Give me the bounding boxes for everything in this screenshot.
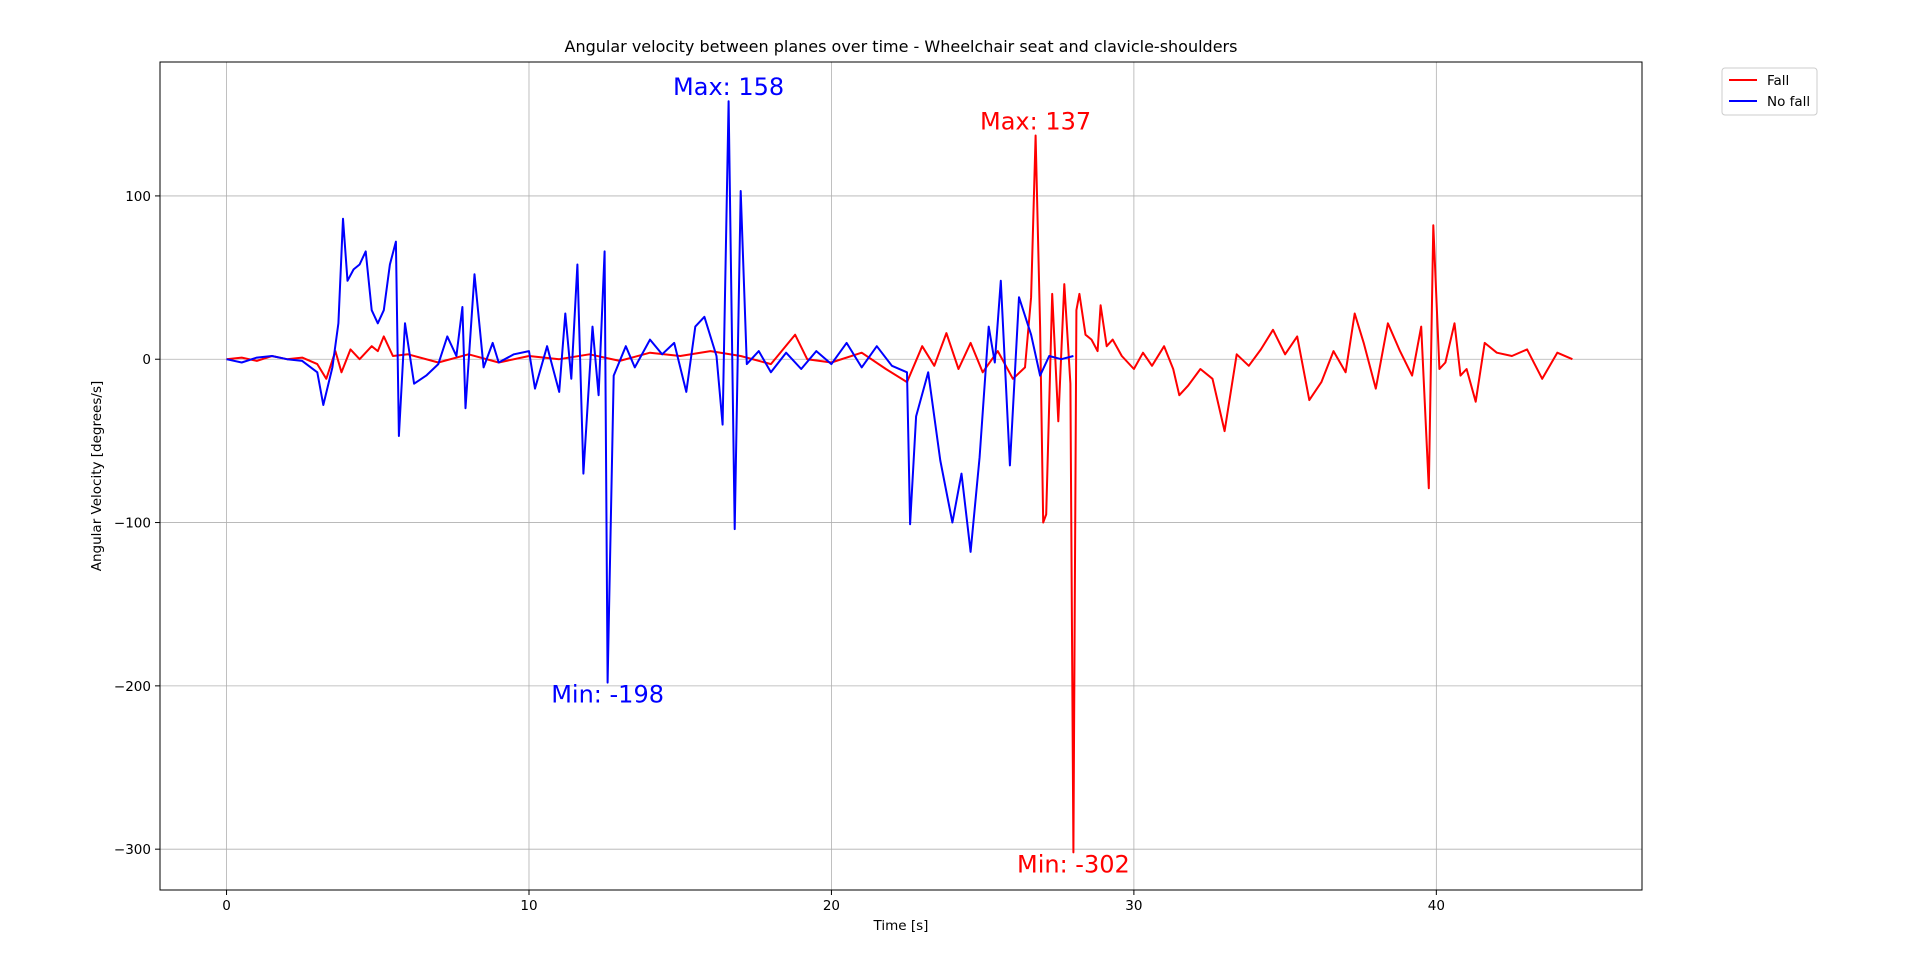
legend-label-no-fall: No fall (1767, 94, 1810, 110)
x-axis-label: Time [s] (873, 918, 929, 934)
plot-frame (159, 61, 1643, 891)
y-tick-label: 0 (142, 352, 151, 368)
series-line-no-fall (226, 100, 1074, 684)
y-tick-label: −300 (114, 842, 151, 858)
ticks: 0 10 20 30 40 100 0 −100 −200 −300 (114, 189, 1445, 914)
y-tick-label: −200 (114, 679, 151, 695)
annotations: Max: 158 Min: -198 Max: 137 Min: -302 (551, 73, 1130, 878)
min-annotation: Min: -198 (551, 681, 664, 709)
max-annotation: Max: 137 (980, 107, 1091, 135)
x-tick-label: 30 (1125, 898, 1142, 914)
y-axis-label: Angular Velocity [degrees/s] (89, 381, 105, 572)
x-tick-label: 10 (520, 898, 537, 914)
chart-title: Angular velocity between planes over tim… (565, 37, 1238, 56)
series-line-fall (226, 134, 1573, 854)
x-tick-label: 0 (222, 898, 231, 914)
max-annotation: Max: 158 (673, 73, 784, 101)
series-layer (226, 100, 1573, 854)
min-annotation: Min: -302 (1017, 850, 1130, 878)
x-tick-label: 40 (1428, 898, 1445, 914)
y-tick-label: 100 (125, 189, 151, 205)
legend: Fall No fall (1721, 67, 1818, 116)
legend-label-fall: Fall (1767, 73, 1789, 89)
x-tick-label: 20 (823, 898, 840, 914)
grid (160, 62, 1642, 890)
y-tick-label: −100 (114, 516, 151, 532)
